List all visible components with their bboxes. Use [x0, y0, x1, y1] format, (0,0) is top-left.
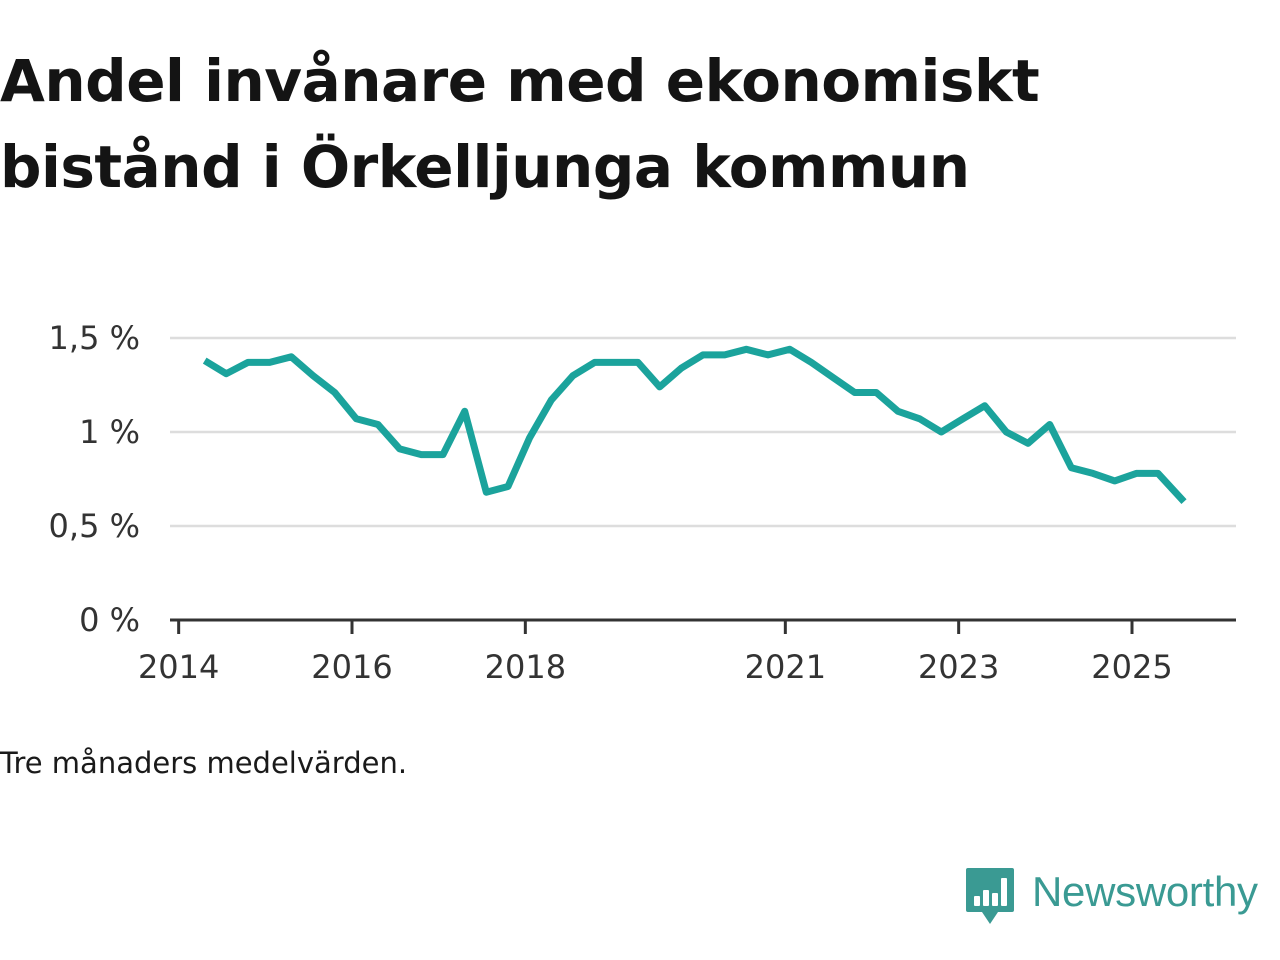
x-tick-label: 2021: [745, 648, 826, 686]
series-line: [202, 345, 1187, 504]
y-tick-label: 1,5 %: [49, 319, 140, 357]
brand-name: Newsworthy: [1032, 868, 1258, 915]
chart-title: Andel invånare med ekonomiskt bistånd i …: [0, 47, 1040, 201]
x-tick-label: 2016: [311, 648, 392, 686]
x-tick-label: 2025: [1091, 648, 1172, 686]
bar-chart-speech-bubble-icon: [966, 868, 1014, 924]
line-chart: 0 % 0,5 % 1 % 1,5 % 2014 2016 2018 2021 2023 202…: [49, 319, 1236, 686]
chart-caption: Tre månaders medelvärden.: [0, 746, 408, 780]
x-tick-label: 2014: [138, 648, 219, 686]
x-axis: [170, 618, 1236, 634]
series-group: [202, 345, 1187, 504]
x-axis-tick-labels: 2014 2016 2018 2021 2023 2025: [138, 648, 1173, 686]
y-tick-label: 0 %: [79, 601, 140, 639]
gridlines: [170, 336, 1236, 528]
y-axis-tick-labels: 0 % 0,5 % 1 % 1,5 %: [49, 319, 140, 639]
y-tick-label: 1 %: [79, 413, 140, 451]
x-tick-label: 2023: [918, 648, 999, 686]
x-tick-label: 2018: [485, 648, 566, 686]
brand-logo: Newsworthy: [964, 864, 1258, 928]
y-tick-label: 0,5 %: [49, 507, 140, 545]
